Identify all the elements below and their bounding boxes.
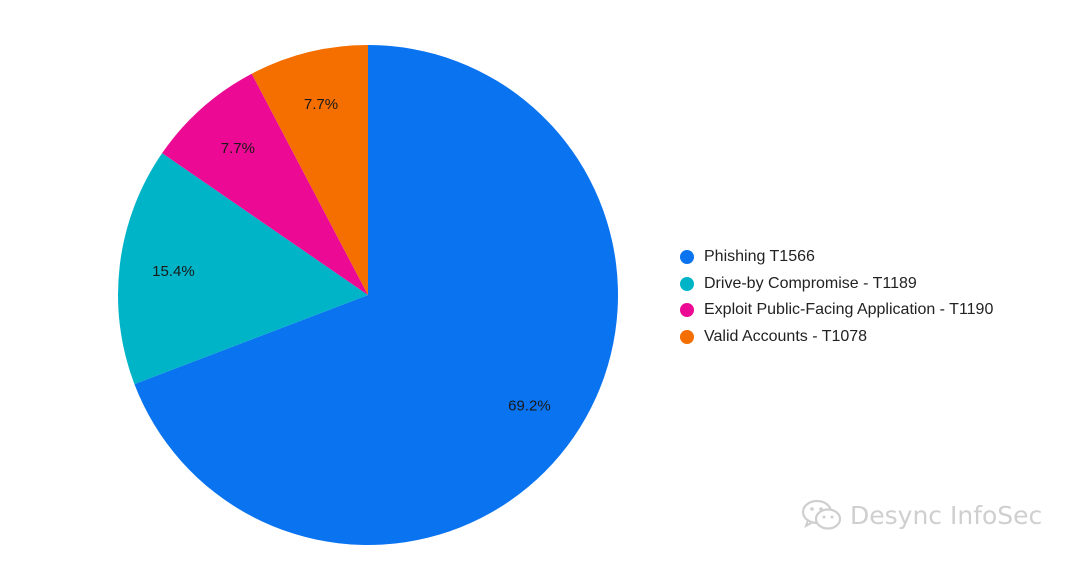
legend-item-1: Drive-by Compromise - T1189 bbox=[680, 271, 993, 298]
pie-slice-label-2: 7.7% bbox=[221, 140, 255, 157]
legend-item-2: Exploit Public-Facing Application - T119… bbox=[680, 297, 993, 324]
legend-swatch-1 bbox=[680, 276, 694, 291]
chart-legend: Phishing T1566 Drive-by Compromise - T118… bbox=[680, 244, 993, 350]
watermark: Desync InfoSec bbox=[800, 498, 1042, 532]
pie-slice-label-3: 7.7% bbox=[304, 96, 338, 113]
legend-swatch-2 bbox=[680, 303, 694, 318]
legend-item-0: Phishing T1566 bbox=[680, 244, 993, 271]
legend-item-3: Valid Accounts - T1078 bbox=[680, 324, 993, 351]
pie-slice-label-1: 15.4% bbox=[152, 263, 195, 280]
pie-labels: 69.2% 15.4% 7.7% 7.7% bbox=[152, 96, 551, 415]
wechat-icon bbox=[801, 499, 842, 530]
watermark-text: Desync InfoSec bbox=[850, 500, 1043, 530]
pie-slice-0 bbox=[134, 45, 619, 546]
legend-swatch-0 bbox=[680, 250, 694, 265]
legend-label-1: Drive-by Compromise - T1189 bbox=[704, 274, 917, 292]
pie-slice-label-0: 69.2% bbox=[508, 398, 551, 415]
legend-label-2: Exploit Public-Facing Application - T119… bbox=[704, 301, 994, 319]
legend-swatch-3 bbox=[680, 329, 694, 344]
pie-slice-2 bbox=[162, 73, 368, 295]
pie-slice-1 bbox=[118, 153, 368, 385]
pie-slices bbox=[118, 45, 619, 546]
legend-label-0: Phishing T1566 bbox=[704, 248, 815, 266]
legend-label-3: Valid Accounts - T1078 bbox=[704, 327, 868, 345]
pie-slice-3 bbox=[251, 45, 368, 295]
